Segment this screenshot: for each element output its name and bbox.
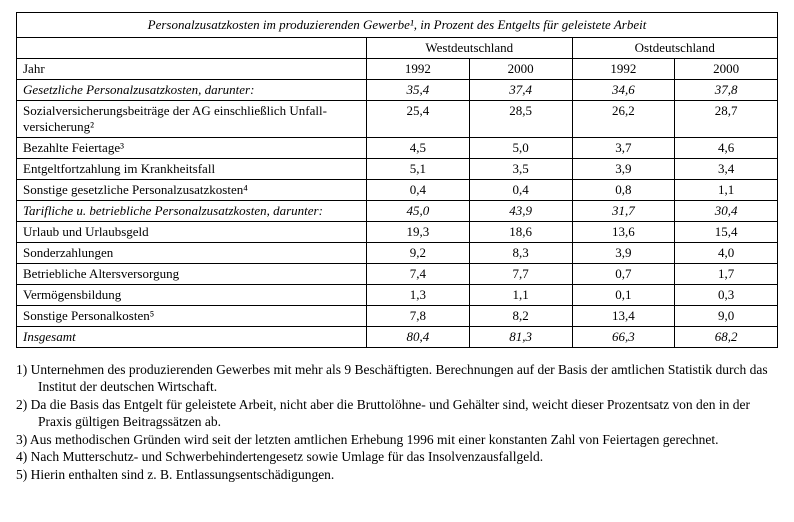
table-row: Insgesamt80,481,366,368,2 bbox=[17, 327, 778, 348]
year-row: Jahr 1992 2000 1992 2000 bbox=[17, 59, 778, 80]
year-w1: 1992 bbox=[367, 59, 470, 80]
row-e2: 28,7 bbox=[675, 101, 778, 138]
table-row: Vermögensbildung1,31,10,10,3 bbox=[17, 285, 778, 306]
region-west: Westdeutschland bbox=[367, 38, 572, 59]
table-row: Tarifliche u. betriebliche Personalzusat… bbox=[17, 201, 778, 222]
footnote: 2) Da die Basis das Entgelt für geleiste… bbox=[16, 397, 778, 431]
row-w2: 8,3 bbox=[469, 243, 572, 264]
row-e1: 13,6 bbox=[572, 222, 675, 243]
row-label: Vermögensbildung bbox=[17, 285, 367, 306]
empty-cell bbox=[17, 38, 367, 59]
row-e1: 34,6 bbox=[572, 80, 675, 101]
row-e2: 9,0 bbox=[675, 306, 778, 327]
row-e1: 66,3 bbox=[572, 327, 675, 348]
region-header-row: Westdeutschland Ostdeutschland bbox=[17, 38, 778, 59]
footnote: 5) Hierin enthalten sind z. B. Entlassun… bbox=[16, 467, 778, 484]
row-e2: 3,4 bbox=[675, 159, 778, 180]
region-east: Ostdeutschland bbox=[572, 38, 777, 59]
row-w1: 4,5 bbox=[367, 138, 470, 159]
row-e2: 68,2 bbox=[675, 327, 778, 348]
row-w2: 28,5 bbox=[469, 101, 572, 138]
table-row: Sozialversicherungsbeiträge der AG einsc… bbox=[17, 101, 778, 138]
row-e2: 4,6 bbox=[675, 138, 778, 159]
row-w1: 9,2 bbox=[367, 243, 470, 264]
row-w2: 8,2 bbox=[469, 306, 572, 327]
row-label: Sonstige Personalkosten⁵ bbox=[17, 306, 367, 327]
row-label: Sonstige gesetzliche Personalzusatzkoste… bbox=[17, 180, 367, 201]
row-w2: 37,4 bbox=[469, 80, 572, 101]
row-e1: 3,9 bbox=[572, 243, 675, 264]
row-w2: 7,7 bbox=[469, 264, 572, 285]
row-e1: 3,9 bbox=[572, 159, 675, 180]
row-e2: 30,4 bbox=[675, 201, 778, 222]
row-e2: 4,0 bbox=[675, 243, 778, 264]
row-e2: 15,4 bbox=[675, 222, 778, 243]
row-w1: 1,3 bbox=[367, 285, 470, 306]
row-e1: 0,1 bbox=[572, 285, 675, 306]
row-e1: 31,7 bbox=[572, 201, 675, 222]
table-title: Personalzusatzkosten im produzierenden G… bbox=[17, 13, 778, 38]
table-row: Sonderzahlungen9,28,33,94,0 bbox=[17, 243, 778, 264]
row-label: Betriebliche Altersversorgung bbox=[17, 264, 367, 285]
row-label: Tarifliche u. betriebliche Personalzusat… bbox=[17, 201, 367, 222]
row-e1: 0,8 bbox=[572, 180, 675, 201]
row-w1: 25,4 bbox=[367, 101, 470, 138]
row-w1: 0,4 bbox=[367, 180, 470, 201]
costs-table: Personalzusatzkosten im produzierenden G… bbox=[16, 12, 778, 348]
row-w2: 81,3 bbox=[469, 327, 572, 348]
year-w2: 2000 bbox=[469, 59, 572, 80]
footnotes: 1) Unternehmen des produzierenden Gewerb… bbox=[16, 362, 778, 484]
table-row: Gesetzliche Personalzusatzkosten, darunt… bbox=[17, 80, 778, 101]
row-w1: 7,4 bbox=[367, 264, 470, 285]
table-row: Betriebliche Altersversorgung7,47,70,71,… bbox=[17, 264, 778, 285]
table-row: Urlaub und Urlaubsgeld19,318,613,615,4 bbox=[17, 222, 778, 243]
row-e2: 37,8 bbox=[675, 80, 778, 101]
row-label: Entgeltfortzahlung im Krankheitsfall bbox=[17, 159, 367, 180]
table-row: Sonstige Personalkosten⁵7,88,213,49,0 bbox=[17, 306, 778, 327]
table-row: Sonstige gesetzliche Personalzusatzkoste… bbox=[17, 180, 778, 201]
row-w2: 0,4 bbox=[469, 180, 572, 201]
year-e1: 1992 bbox=[572, 59, 675, 80]
row-w1: 80,4 bbox=[367, 327, 470, 348]
footnote: 1) Unternehmen des produzierenden Gewerb… bbox=[16, 362, 778, 396]
footnote: 3) Aus methodischen Gründen wird seit de… bbox=[16, 432, 778, 449]
row-w2: 5,0 bbox=[469, 138, 572, 159]
row-label: Bezahlte Feiertage³ bbox=[17, 138, 367, 159]
row-w1: 19,3 bbox=[367, 222, 470, 243]
row-w2: 43,9 bbox=[469, 201, 572, 222]
row-label: Insgesamt bbox=[17, 327, 367, 348]
row-w2: 3,5 bbox=[469, 159, 572, 180]
row-w1: 35,4 bbox=[367, 80, 470, 101]
row-w1: 7,8 bbox=[367, 306, 470, 327]
row-w1: 5,1 bbox=[367, 159, 470, 180]
row-e1: 26,2 bbox=[572, 101, 675, 138]
table-row: Bezahlte Feiertage³4,55,03,74,6 bbox=[17, 138, 778, 159]
row-w2: 18,6 bbox=[469, 222, 572, 243]
row-e1: 3,7 bbox=[572, 138, 675, 159]
row-label: Gesetzliche Personalzusatzkosten, darunt… bbox=[17, 80, 367, 101]
footnote: 4) Nach Mutterschutz- und Schwerbehinder… bbox=[16, 449, 778, 466]
row-label: Urlaub und Urlaubsgeld bbox=[17, 222, 367, 243]
table-row: Entgeltfortzahlung im Krankheitsfall5,13… bbox=[17, 159, 778, 180]
row-e2: 1,7 bbox=[675, 264, 778, 285]
row-label: Sozialversicherungsbeiträge der AG einsc… bbox=[17, 101, 367, 138]
row-label: Sonderzahlungen bbox=[17, 243, 367, 264]
year-e2: 2000 bbox=[675, 59, 778, 80]
row-e1: 0,7 bbox=[572, 264, 675, 285]
year-label: Jahr bbox=[17, 59, 367, 80]
row-e1: 13,4 bbox=[572, 306, 675, 327]
row-e2: 1,1 bbox=[675, 180, 778, 201]
row-e2: 0,3 bbox=[675, 285, 778, 306]
row-w2: 1,1 bbox=[469, 285, 572, 306]
row-w1: 45,0 bbox=[367, 201, 470, 222]
table-title-row: Personalzusatzkosten im produzierenden G… bbox=[17, 13, 778, 38]
